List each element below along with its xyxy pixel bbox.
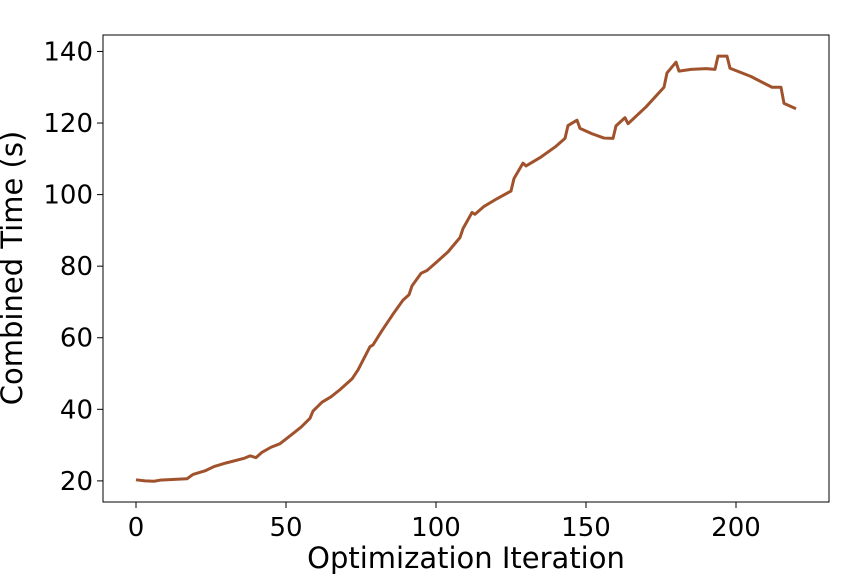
line [135, 54, 797, 483]
y-tick-label: 80 [60, 252, 93, 282]
x-tick-label: 100 [411, 513, 461, 543]
x-tick-label: 200 [711, 513, 761, 543]
x-axis-label: Optimization Iteration [307, 541, 625, 575]
x-tick-label: 0 [128, 513, 145, 543]
y-tick-label: 100 [43, 181, 93, 211]
y-tick-label: 120 [43, 109, 93, 139]
y-tick-label: 20 [60, 467, 93, 497]
y-tick-label: 40 [60, 395, 93, 425]
x-tick-label: 150 [561, 513, 611, 543]
y-axis-label: Combined Time (s) [0, 131, 29, 405]
y-tick-label: 60 [60, 324, 93, 354]
y-tick-label: 140 [43, 37, 93, 67]
x-tick-label: 50 [269, 513, 302, 543]
plot-frame [102, 34, 830, 503]
